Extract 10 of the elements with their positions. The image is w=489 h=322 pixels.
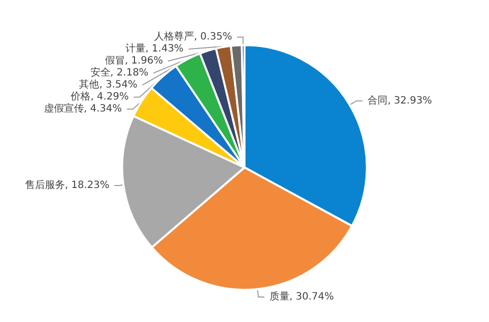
slice-label: 计量, 1.43% <box>125 42 184 55</box>
slice-label: 售后服务, 18.23% <box>24 178 110 191</box>
slice-label: 安全, 2.18% <box>90 66 148 79</box>
slice-label: 合同, 32.93% <box>368 94 432 106</box>
slice-label: 虚假宣传, 4.34% <box>44 102 122 115</box>
slice-label: 假冒, 1.96% <box>104 56 163 67</box>
slice-label: 价格, 4.29% <box>70 90 129 103</box>
slice-label: 其他, 3.54% <box>79 78 138 91</box>
slice-label: 质量, 30.74% <box>269 290 334 303</box>
slice-label: 人格尊严, 0.35% <box>154 30 232 43</box>
